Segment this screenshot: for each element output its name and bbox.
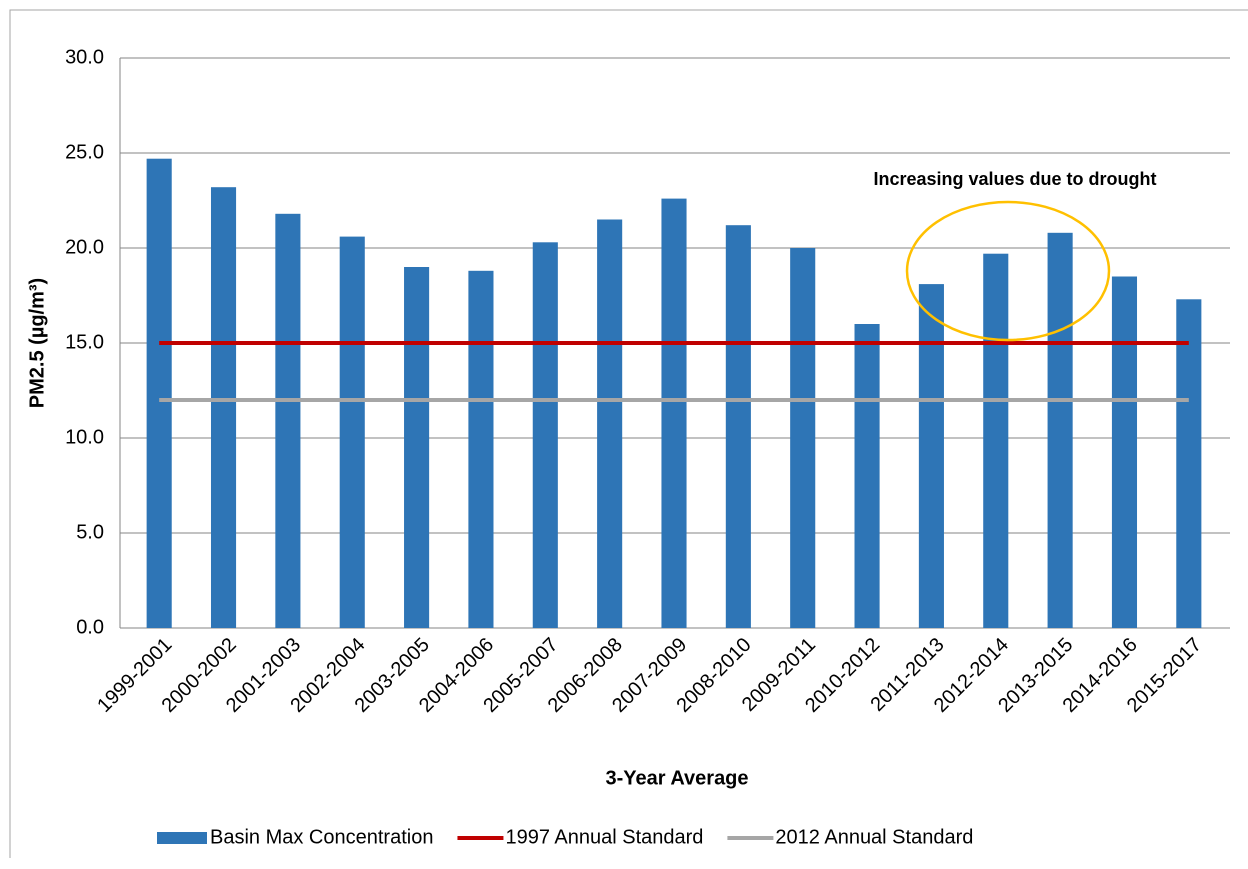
bar <box>210 187 237 628</box>
bar <box>146 158 172 628</box>
annotation-circle <box>905 200 1111 342</box>
legend-label: 1997 Annual Standard <box>505 826 703 848</box>
y-tick-label: 5.0 <box>76 521 104 543</box>
legend-swatch <box>157 832 207 844</box>
bar <box>597 219 623 628</box>
bar <box>1111 276 1138 628</box>
bar <box>275 213 301 629</box>
y-tick-label: 10.0 <box>65 426 104 448</box>
legend-label: Basin Max Concentration <box>210 826 433 848</box>
bar <box>1176 299 1202 628</box>
annotation: Increasing values due to drought <box>873 169 1156 189</box>
x-axis-title: 3-Year Average <box>605 767 748 789</box>
y-tick-label: 25.0 <box>65 141 104 163</box>
y-axis-title: PM2.5 (µg/m³) <box>26 278 48 408</box>
bar <box>532 242 558 629</box>
bar <box>918 284 944 628</box>
bar <box>339 236 365 628</box>
y-tick-label: 15.0 <box>65 331 104 353</box>
y-tick-label: 20.0 <box>65 236 104 258</box>
legend-label: 2012 Annual Standard <box>775 826 973 848</box>
bar <box>790 248 816 628</box>
bar <box>404 267 430 628</box>
bar <box>468 270 494 628</box>
bar <box>983 253 1009 628</box>
y-tick-label: 0.0 <box>76 616 104 638</box>
y-tick-label: 30.0 <box>65 46 104 68</box>
chart-border <box>9 9 1248 858</box>
bar <box>661 198 687 628</box>
bar <box>854 324 880 628</box>
bar <box>1047 232 1073 629</box>
bar <box>725 225 751 628</box>
